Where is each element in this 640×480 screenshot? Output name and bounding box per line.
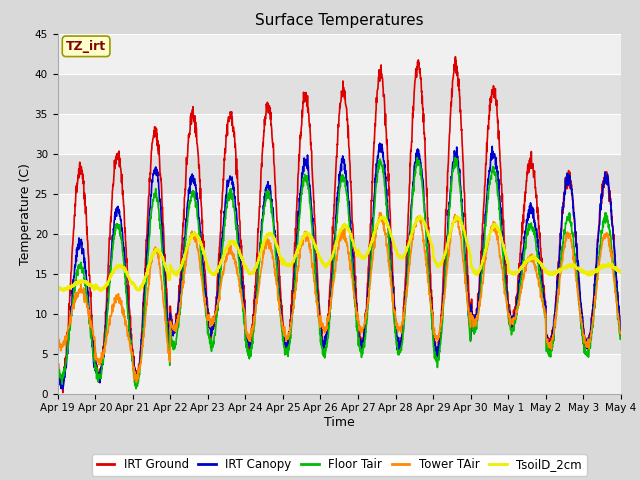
Floor Tair <box>413 155 421 160</box>
IRT Canopy <box>583 346 591 352</box>
Line: Tower TAir: Tower TAir <box>58 213 621 383</box>
Floor Tair <box>132 386 140 392</box>
Floor Tair <box>54 362 61 368</box>
Tower TAir <box>504 306 511 312</box>
TsoilD_2cm <box>54 286 61 291</box>
Bar <box>58 193 621 234</box>
Tower TAir <box>568 238 575 243</box>
IRT Ground <box>583 340 591 346</box>
Tower TAir <box>368 262 376 267</box>
Floor Tair <box>568 220 575 226</box>
Tower TAir <box>356 326 364 332</box>
Floor Tair <box>368 244 376 250</box>
Line: Floor Tair: Floor Tair <box>58 157 621 389</box>
IRT Canopy <box>617 327 625 333</box>
Floor Tair <box>504 300 511 306</box>
Line: TsoilD_2cm: TsoilD_2cm <box>58 216 621 291</box>
Tower TAir <box>54 338 61 344</box>
IRT Canopy <box>211 311 219 317</box>
Bar <box>58 274 621 313</box>
IRT Ground <box>568 182 575 188</box>
IRT Ground <box>617 333 625 338</box>
IRT Ground <box>211 309 219 315</box>
Bar <box>58 34 621 73</box>
Floor Tair <box>583 353 591 359</box>
Tower TAir <box>617 331 625 336</box>
Floor Tair <box>356 346 364 352</box>
IRT Canopy <box>59 386 67 392</box>
IRT Canopy <box>568 187 575 193</box>
IRT Canopy <box>504 300 511 306</box>
IRT Canopy <box>376 140 383 146</box>
Tower TAir <box>377 210 385 216</box>
Tower TAir <box>583 344 591 350</box>
Text: TZ_irt: TZ_irt <box>66 40 106 53</box>
Bar <box>58 154 621 193</box>
TsoilD_2cm <box>368 239 376 245</box>
X-axis label: Time: Time <box>324 416 355 429</box>
Line: IRT Ground: IRT Ground <box>58 57 621 393</box>
IRT Ground <box>59 390 67 396</box>
Tower TAir <box>211 312 219 317</box>
Bar <box>58 114 621 154</box>
TsoilD_2cm <box>504 258 511 264</box>
TsoilD_2cm <box>416 213 424 219</box>
TsoilD_2cm <box>617 269 625 275</box>
Floor Tair <box>211 331 219 336</box>
TsoilD_2cm <box>356 252 364 257</box>
Bar <box>58 73 621 114</box>
IRT Canopy <box>356 336 364 341</box>
IRT Ground <box>54 355 61 361</box>
Title: Surface Temperatures: Surface Temperatures <box>255 13 424 28</box>
IRT Canopy <box>54 372 61 378</box>
TsoilD_2cm <box>211 272 219 278</box>
Floor Tair <box>617 335 625 340</box>
Bar <box>58 354 621 394</box>
Legend: IRT Ground, IRT Canopy, Floor Tair, Tower TAir, TsoilD_2cm: IRT Ground, IRT Canopy, Floor Tair, Towe… <box>92 454 586 476</box>
IRT Ground <box>504 289 511 295</box>
IRT Canopy <box>368 232 376 238</box>
TsoilD_2cm <box>583 271 591 276</box>
Y-axis label: Temperature (C): Temperature (C) <box>19 163 32 264</box>
Bar <box>58 313 621 354</box>
IRT Ground <box>452 54 460 60</box>
Line: IRT Canopy: IRT Canopy <box>58 143 621 389</box>
Tower TAir <box>132 380 140 385</box>
TsoilD_2cm <box>568 262 575 268</box>
TsoilD_2cm <box>97 288 104 294</box>
IRT Ground <box>368 193 376 199</box>
Bar <box>58 234 621 274</box>
IRT Ground <box>356 328 364 334</box>
